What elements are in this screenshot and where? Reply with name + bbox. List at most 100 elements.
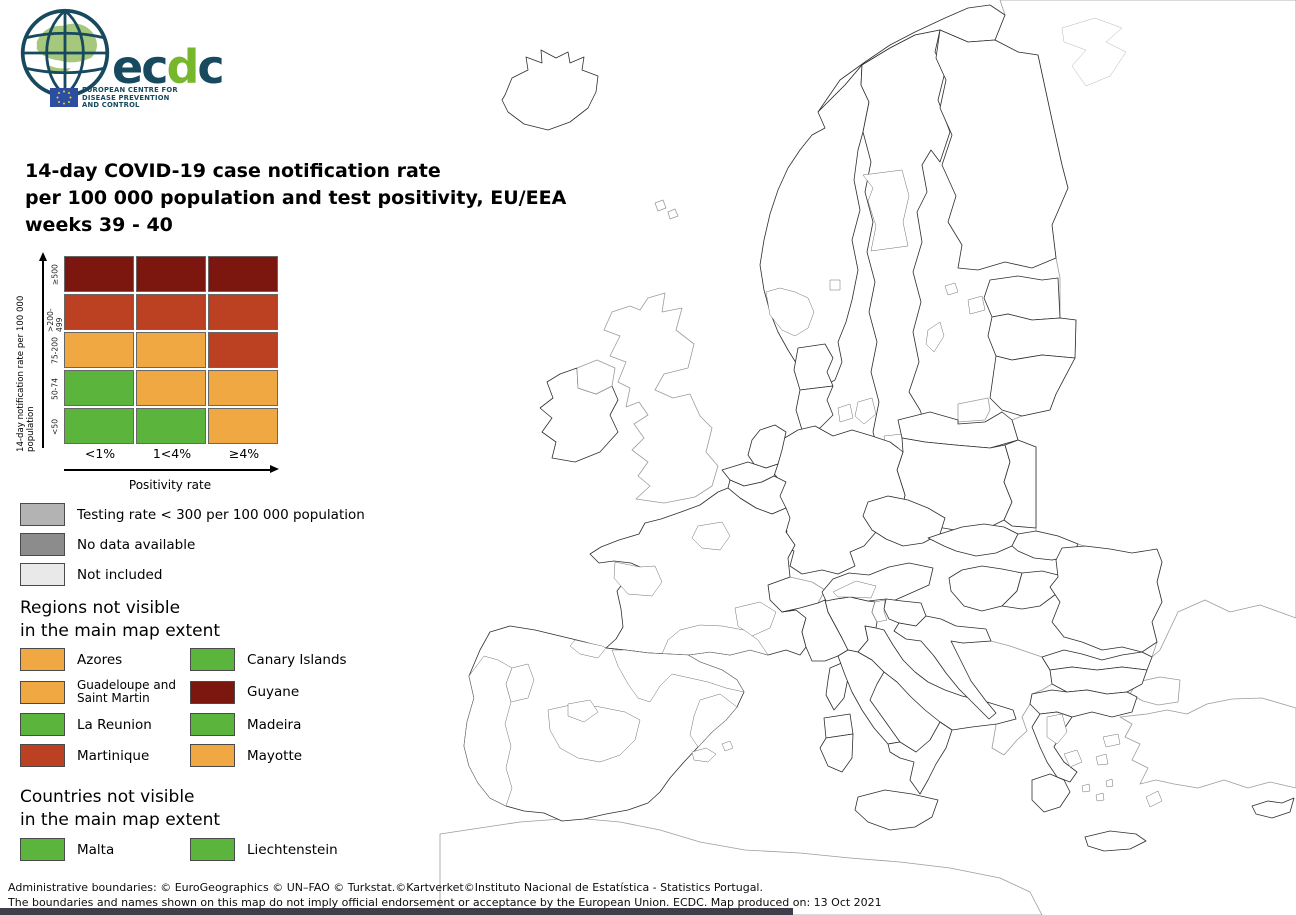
legend-item: Not included [20,563,365,586]
map-region-bulgaria-south [1049,666,1148,695]
map-region-cyclades [1095,792,1105,802]
map-region-estonia [983,275,1061,321]
map-region-portugal [463,655,513,807]
matrix-cell [136,294,206,330]
map-region-gotland [925,321,945,353]
map-region-madrid [567,699,599,723]
matrix-cell [64,256,134,292]
caption-line: EUROPEAN CENTRE FOR [82,86,178,94]
x-axis-arrow-icon [64,466,279,473]
map-region-rhone-alpes [734,601,777,637]
title-line-1: 14-day COVID-19 case notification rate [25,160,441,182]
map-region-finland [935,29,1069,271]
legend-item: La Reunion [20,713,190,736]
matrix-cell [64,294,134,330]
map-region-croatia [893,615,997,720]
legend-label: Testing rate < 300 per 100 000 populatio… [77,506,365,523]
matrix-row-label: >200-499 [46,308,64,332]
map-region-peloponnese [1031,773,1071,813]
matrix-cell [208,408,278,444]
matrix-col-label: ≥4% [228,446,260,461]
map-region-iceland [501,49,599,131]
matrix-col-labels: <1% 1<4% ≥4% [64,446,280,461]
legend-swatch [20,744,65,767]
matrix-row-label: 50-74 [50,377,60,401]
legend-swatch [190,713,235,736]
legend-label: Guadeloupe and Saint Martin [77,678,176,705]
map-region-basque [569,639,607,659]
matrix-cell [136,370,206,406]
map-region-oslo [829,279,841,291]
map-region-chios [1095,753,1109,766]
legend-label: Azores [77,651,123,668]
map-region-turkey [1119,697,1296,789]
heading-line: Regions not visible [20,598,181,618]
map-region-northern-ireland [576,359,616,395]
map-region-romania [1049,545,1163,653]
map-region-menorca [721,740,734,752]
map-region-sweden-mid [862,169,910,252]
matrix-y-axis-label: 14-day notification rate per 100 000 pop… [16,295,36,452]
legend-item: Martinique [20,744,190,767]
caption-line: AND CONTROL [82,101,140,110]
lake-onega [1113,172,1127,194]
legend-label: La Reunion [77,716,152,733]
heading-line: in the main map extent [20,620,221,641]
wordmark-c2: c [197,40,224,94]
map-region-faroe [667,208,679,220]
matrix-cell [208,294,278,330]
map-region-aragon-catalonia [611,649,745,703]
matrix-x-axis-label: Positivity rate [128,478,212,492]
wordmark-e: e [112,40,143,94]
matrix-cell [208,256,278,292]
legend-item: Testing rate < 300 per 100 000 populatio… [20,503,365,526]
matrix-row-label: 75-200 [50,337,60,365]
matrix-cell [136,408,206,444]
matrix-cells [64,256,278,444]
footer-line-1: Administrative boundaries: © EuroGeograp… [8,881,763,894]
legend-swatch [20,563,65,586]
map-region-crete [1084,830,1147,852]
legend-label: Mayotte [247,747,303,764]
map-region-france-south [661,624,769,656]
map-region-ile-de-france [691,521,731,551]
map-region-hungary-east [1001,570,1063,610]
matrix-row-labels: ≥500 >200-499 75-200 50-74 <50 [46,256,64,446]
legend-item: Mayotte [190,744,410,767]
map-region-greece-north-center [1046,713,1068,745]
legend-label: No data available [77,536,196,553]
map-region-valencia [689,693,738,748]
legend-swatch [190,648,235,671]
map-region-lesbos [1102,733,1121,748]
map-region-funen [837,403,854,423]
legend-item: Guadeloupe and Saint Martin [20,679,190,705]
y-axis-arrow-icon [39,252,46,448]
legend-swatch [20,680,65,704]
map-region-great-britain [603,292,719,504]
legend-item: Liechtenstein [190,838,410,861]
matrix-cell [136,256,206,292]
map-region-aland [944,282,959,296]
map-region-rhodes [1145,790,1163,808]
legend-item: Malta [20,838,190,861]
legend-item: Canary Islands [190,648,410,671]
legend-swatch [20,838,65,861]
map-region-denmark-north [793,343,834,391]
regions-not-visible-heading: Regions not visible in the main map exte… [20,597,220,642]
legend-label: Guyane [247,684,300,700]
map-region-ireland [539,367,619,463]
legend-item: Guyane [190,680,410,704]
wordmark-c1: c [141,40,168,94]
legend-item: No data available [20,533,365,556]
caption-line: DISEASE PREVENTION [82,93,170,102]
legend-swatch [20,648,65,671]
wordmark-d: d [166,40,199,94]
ecdc-wordmark: ecdc [112,44,225,90]
map-region-bulgaria-north [1041,649,1153,671]
map-region-cyclades [1105,778,1114,788]
map-region-attica [1063,749,1083,768]
map-region-saaremaa [967,295,986,315]
legend-swatch [190,838,235,861]
